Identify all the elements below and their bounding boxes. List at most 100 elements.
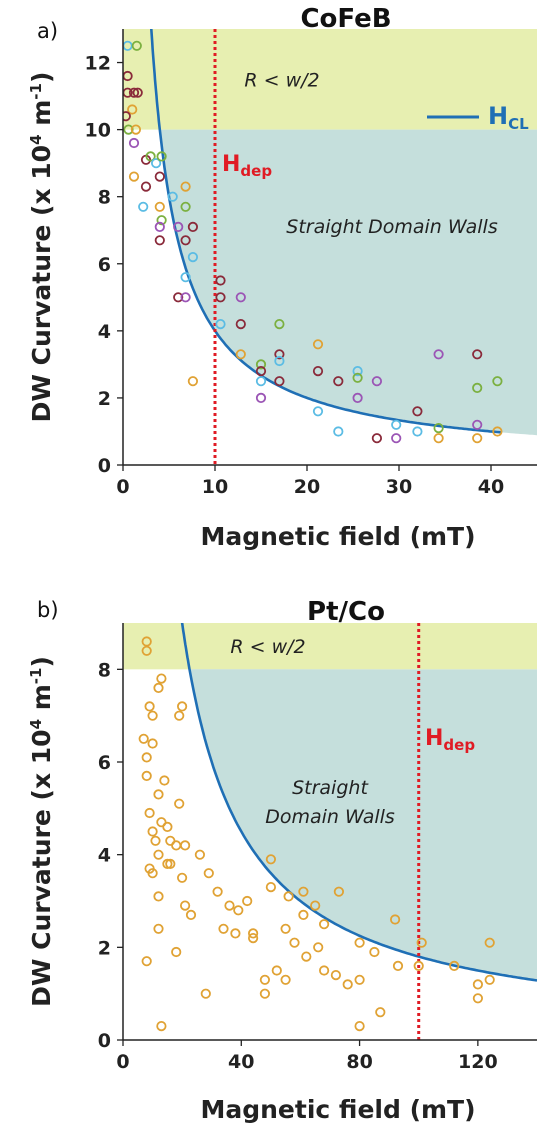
chart-title: CoFeB: [300, 4, 391, 34]
x-tick-label: 0: [116, 1051, 129, 1073]
data-point: [187, 221, 198, 232]
data-point: [301, 951, 312, 962]
region-straight: [159, 129, 537, 436]
data-point: [259, 988, 270, 999]
x-tick-label: 80: [346, 1051, 372, 1073]
data-point: [224, 900, 235, 911]
data-point: [180, 840, 191, 851]
data-point: [416, 937, 427, 948]
plot-area: [123, 623, 537, 1040]
data-point: [154, 235, 165, 246]
data-point: [141, 752, 152, 763]
data-point: [173, 221, 184, 232]
data-point: [310, 900, 321, 911]
data-point: [215, 292, 226, 303]
region-straight-label: Straight Domain Walls: [286, 216, 498, 238]
hdep-label: Hdep: [222, 152, 272, 180]
data-point: [174, 798, 185, 809]
data-point: [215, 318, 226, 330]
data-point: [180, 272, 191, 283]
data-point: [369, 946, 380, 958]
data-point: [492, 376, 503, 387]
data-point: [274, 376, 285, 387]
data-point: [132, 87, 143, 98]
data-point: [147, 826, 158, 837]
chart-ptco: R < w/2 Straight Domain Walls Hdep 0 40 80 120 0…: [27, 597, 537, 1124]
data-point: [312, 339, 324, 350]
data-point: [177, 872, 188, 883]
data-point: [174, 710, 185, 721]
y-tick-label: 10: [85, 120, 111, 142]
y-tick-label: 4: [98, 321, 111, 343]
data-point: [180, 900, 191, 911]
data-point: [472, 419, 483, 430]
data-point: [171, 840, 182, 851]
data-point: [144, 807, 155, 819]
data-point: [352, 372, 363, 383]
data-point: [412, 426, 423, 437]
data-point: [162, 858, 173, 870]
data-point: [153, 682, 164, 694]
data-point: [265, 854, 276, 865]
data-point: [433, 433, 444, 444]
data-point: [156, 151, 167, 162]
y-tick-label: 6: [98, 752, 111, 774]
data-point: [153, 923, 164, 934]
data-point: [484, 937, 495, 948]
data-point: [333, 426, 344, 437]
x-tick-label: 20: [294, 476, 320, 498]
data-point: [412, 406, 423, 417]
data-point: [354, 974, 365, 985]
data-point: [352, 365, 363, 377]
data-point: [265, 881, 276, 893]
data-point: [389, 914, 401, 925]
x-tick-label: 30: [386, 476, 412, 498]
data-point: [255, 376, 267, 387]
data-point: [230, 928, 241, 939]
data-point: [371, 433, 382, 444]
data-point: [130, 124, 141, 135]
data-point: [127, 104, 138, 115]
data-point: [147, 738, 158, 749]
data-point: [156, 215, 167, 226]
x-axis-label: Magnetic field (mT): [200, 522, 475, 551]
data-point: [140, 181, 152, 192]
data-point: [259, 974, 270, 985]
data-point: [138, 201, 149, 212]
region-top: [123, 29, 537, 130]
data-point: [218, 923, 229, 934]
y-tick-label: 2: [98, 388, 111, 410]
data-point: [180, 292, 191, 303]
data-point: [144, 863, 155, 874]
data-point: [194, 849, 205, 860]
data-point: [413, 960, 424, 972]
y-axis-label: DW Curvature (x 104 m-1): [27, 72, 56, 423]
y-tick-label: 12: [85, 53, 111, 75]
data-point: [235, 318, 246, 330]
x-tick-label: 120: [458, 1051, 498, 1073]
plot-area: [123, 29, 537, 465]
data-point: [433, 349, 444, 360]
data-point: [141, 770, 152, 782]
data-point: [145, 151, 156, 162]
data-point: [180, 235, 191, 246]
data-point: [203, 868, 214, 879]
data-point: [280, 974, 291, 985]
data-point: [313, 942, 324, 953]
legend-label: HCL: [488, 102, 529, 133]
data-point: [274, 355, 285, 367]
data-point: [173, 292, 184, 303]
region-straight: [189, 669, 537, 981]
hcl-curve: [149, 29, 502, 434]
data-point: [274, 318, 285, 330]
y-axis-label: DW Curvature (x 104 m-1): [27, 656, 56, 1007]
data-point: [180, 181, 191, 192]
data-point: [187, 252, 198, 263]
data-point: [289, 937, 300, 948]
y-tick-label: 2: [98, 937, 111, 959]
data-point: [274, 349, 285, 360]
hcl-curve: [180, 623, 537, 982]
data-point: [128, 87, 140, 98]
data-point: [271, 965, 282, 976]
